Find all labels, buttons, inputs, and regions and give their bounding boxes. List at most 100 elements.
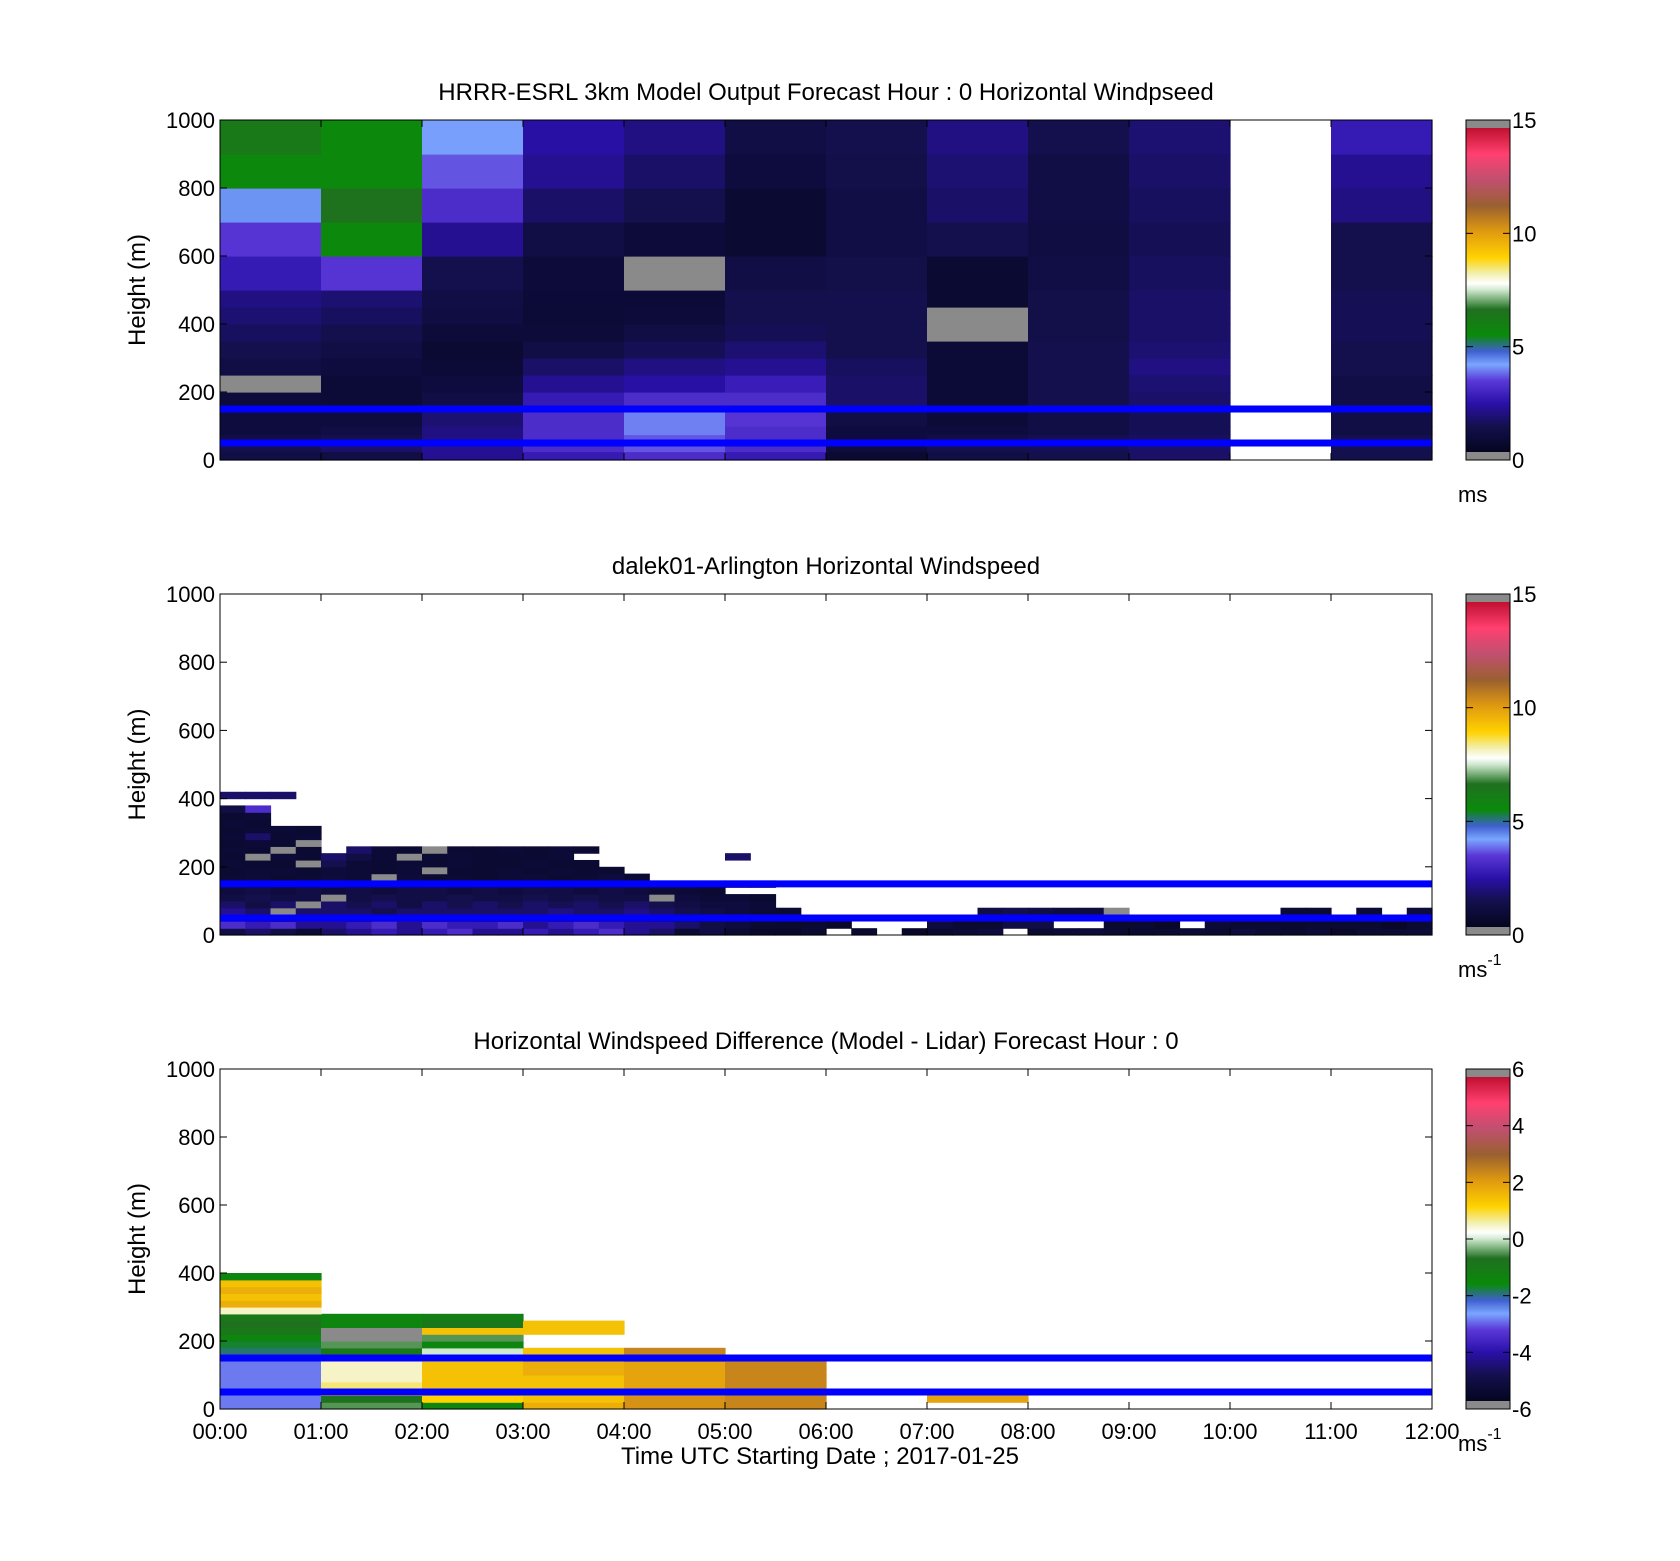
heatmap-cell bbox=[800, 921, 827, 929]
heatmap-cell bbox=[1028, 434, 1130, 444]
colorbar-scale bbox=[1466, 128, 1510, 452]
heatmap-cell bbox=[624, 358, 726, 376]
x-tick-label: 11:00 bbox=[1304, 1419, 1357, 1444]
heatmap-cell bbox=[1129, 188, 1231, 223]
heatmap-cell bbox=[371, 928, 398, 936]
heatmap-cell bbox=[472, 894, 499, 902]
heatmap-cell bbox=[422, 921, 448, 929]
heatmap-cell bbox=[1028, 375, 1130, 393]
heatmap-cell bbox=[1331, 928, 1357, 936]
heatmap-cell bbox=[245, 846, 272, 854]
heatmap-cell bbox=[422, 392, 524, 410]
heatmap-cell bbox=[1028, 154, 1130, 189]
heatmap-cell bbox=[1028, 928, 1054, 936]
heatmap-cell bbox=[270, 873, 297, 882]
heatmap-cell bbox=[346, 859, 373, 868]
heatmap-cell bbox=[321, 434, 423, 444]
heatmap-cell bbox=[624, 921, 650, 929]
heatmap-cell bbox=[699, 907, 726, 916]
heatmap-cell bbox=[422, 1402, 524, 1410]
y-tick-label: 800 bbox=[178, 176, 215, 201]
y-tick-label: 800 bbox=[178, 1125, 215, 1150]
heatmap-cell bbox=[523, 307, 625, 325]
heatmap-cell bbox=[346, 846, 373, 854]
heatmap-cell bbox=[220, 1341, 322, 1349]
heatmap-cell bbox=[220, 392, 322, 410]
heatmap-cell bbox=[523, 1402, 625, 1410]
heatmap-cell bbox=[649, 928, 676, 936]
heatmap-cell bbox=[220, 1381, 322, 1390]
heatmap-cell bbox=[422, 1395, 524, 1403]
colorbar-tick-label: 10 bbox=[1512, 696, 1536, 721]
heatmap-cell bbox=[624, 1402, 726, 1410]
heatmap-cell bbox=[1331, 409, 1433, 427]
x-tick-label: 00:00 bbox=[192, 1419, 247, 1444]
heatmap-cell bbox=[270, 825, 297, 834]
heatmap-cell bbox=[472, 853, 499, 861]
heatmap-cell bbox=[472, 900, 499, 909]
heatmap-cell bbox=[422, 434, 524, 444]
panel-title: HRRR-ESRL 3km Model Output Forecast Hour… bbox=[438, 79, 1213, 106]
heatmap-cell bbox=[927, 928, 953, 936]
heatmap-cell bbox=[649, 921, 676, 929]
heatmap-cell bbox=[624, 928, 650, 936]
heatmap-cell bbox=[220, 921, 246, 929]
heatmap-cell bbox=[422, 154, 524, 189]
colorbar-tick-label: 5 bbox=[1512, 335, 1524, 360]
heatmap-cell bbox=[548, 846, 575, 854]
heatmap-cell bbox=[220, 443, 322, 453]
heatmap-cell bbox=[220, 1313, 322, 1322]
heatmap-cell bbox=[1129, 392, 1231, 410]
heatmap-cell bbox=[245, 819, 272, 827]
heatmap-cell bbox=[422, 1368, 524, 1376]
heatmap-cell bbox=[826, 921, 852, 929]
heatmap-cell bbox=[952, 928, 979, 936]
heatmap-cell bbox=[523, 256, 625, 291]
heatmap-cell bbox=[371, 907, 398, 916]
colorbar-unit-exponent: -1 bbox=[1487, 1426, 1501, 1443]
heatmap-cell bbox=[826, 451, 928, 461]
colorbar-tick-label: 0 bbox=[1512, 1227, 1524, 1252]
heatmap-cell bbox=[624, 426, 726, 436]
heatmap-cell bbox=[674, 900, 701, 909]
heatmap-cell bbox=[321, 1313, 423, 1322]
panel-title: dalek01-Arlington Horizontal Windspeed bbox=[612, 553, 1040, 580]
heatmap-cell bbox=[523, 358, 625, 376]
heatmap-cell bbox=[371, 866, 398, 875]
heatmap-cell bbox=[1331, 256, 1433, 291]
heatmap-cell bbox=[371, 873, 398, 882]
heatmap-cell bbox=[750, 921, 777, 929]
heatmap-cell bbox=[725, 853, 751, 861]
heatmap-cell bbox=[598, 887, 625, 895]
heatmap-cell bbox=[624, 443, 726, 453]
heatmap-cell bbox=[321, 120, 423, 155]
heatmap bbox=[220, 791, 1433, 936]
heatmap-cell bbox=[447, 921, 474, 929]
heatmap-cell bbox=[548, 928, 575, 936]
heatmap-cell bbox=[422, 256, 524, 291]
y-tick-label: 600 bbox=[178, 718, 215, 743]
heatmap-cell bbox=[523, 1327, 625, 1335]
heatmap-cell bbox=[1331, 392, 1433, 410]
heatmap-cell bbox=[548, 859, 575, 868]
heatmap-cell bbox=[270, 921, 297, 929]
heatmap-cell bbox=[220, 1293, 322, 1301]
heatmap-cell bbox=[598, 921, 625, 929]
heatmap-cell bbox=[1129, 341, 1231, 359]
heatmap-cell bbox=[220, 188, 322, 223]
heatmap-cell bbox=[270, 839, 297, 847]
heatmap-cell bbox=[649, 900, 676, 909]
heatmap-cell bbox=[1002, 921, 1029, 929]
x-tick-label: 05:00 bbox=[697, 1419, 752, 1444]
heatmap-cell bbox=[548, 907, 575, 916]
y-tick-label: 600 bbox=[178, 244, 215, 269]
heatmap-cell bbox=[624, 873, 650, 882]
heatmap-cell bbox=[1129, 451, 1231, 461]
heatmap-cell bbox=[1028, 426, 1130, 436]
heatmap-cell bbox=[523, 409, 625, 427]
heatmap-cell bbox=[725, 1402, 827, 1410]
heatmap-cell bbox=[1204, 921, 1231, 929]
x-tick-label: 08:00 bbox=[1000, 1419, 1055, 1444]
heatmap-cell bbox=[523, 846, 549, 854]
heatmap-cell bbox=[220, 375, 322, 393]
